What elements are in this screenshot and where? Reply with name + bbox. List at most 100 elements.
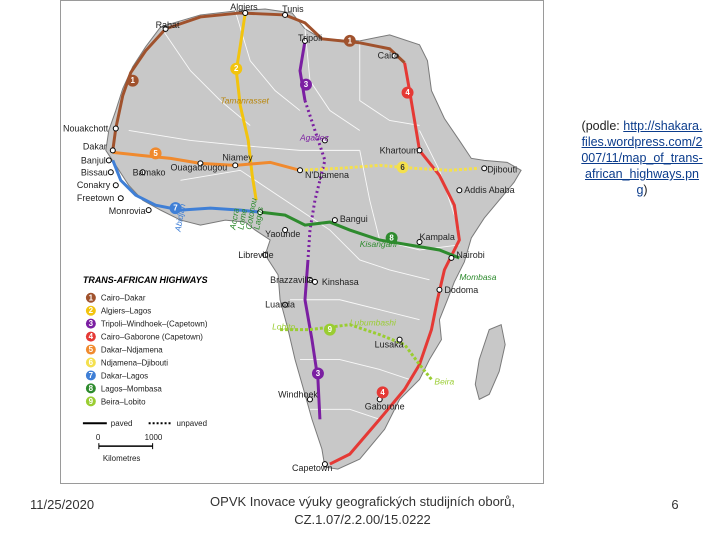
- legend-swatch-8: [85, 383, 96, 394]
- city-bamako: Bamako: [133, 167, 166, 177]
- scale-unit: Kilometres: [103, 454, 141, 463]
- route-number-markers: 1 1 2 3 3 4 4 5 6 7 8 9: [126, 34, 414, 399]
- city-khartoum: Khartoum: [380, 145, 419, 155]
- legend-label-1: Cairo–Dakar: [101, 294, 146, 303]
- city-rabat: Rabat: [156, 20, 180, 30]
- legend-number-7: 7: [89, 371, 94, 380]
- city-addis-ababa: Addis Ababa: [464, 185, 514, 195]
- hub-accra: Accra: [227, 207, 241, 231]
- footer-title-line1: OPVK Inovace výuky geografických studijn…: [210, 494, 515, 509]
- highway-8-route: [259, 210, 460, 260]
- legend-number-8: 8: [89, 384, 94, 393]
- legend-label-9: Beira–Lobito: [101, 397, 146, 406]
- footer-title: OPVK Inovace výuky geografických studijn…: [190, 493, 535, 529]
- city-lusaka: Lusaka: [375, 340, 404, 350]
- city-tripoli: Tripoli: [298, 33, 322, 43]
- city-monrovia: Monrovia: [109, 206, 146, 216]
- city-conakry: Conakry: [77, 180, 111, 190]
- legend-label-6: Ndjamena–Djibouti: [101, 358, 168, 367]
- source-suffix: ): [643, 183, 648, 197]
- hub-lobito: Lobito: [272, 322, 295, 332]
- city-djibouti: Djibouti: [487, 164, 517, 174]
- hub-tamanrasset: Tamanrasset: [220, 96, 269, 106]
- page-number: 6: [671, 497, 679, 512]
- marker-5: 5: [153, 149, 158, 158]
- madagascar: [474, 323, 506, 401]
- city-libreville: Libreville: [238, 250, 273, 260]
- highway-3-route-unpaved: [303, 100, 327, 261]
- legend-number-5: 5: [89, 345, 94, 354]
- highway-3-route-south: [303, 259, 322, 420]
- marker-4-a: 4: [405, 88, 410, 97]
- legend-label-2: Algiers–Lagos: [101, 307, 151, 316]
- legend-swatch-4: [85, 331, 96, 342]
- city-tunis: Tunis: [282, 4, 304, 14]
- hub-lome: Lome: [235, 208, 249, 231]
- legend-swatch-3: [85, 318, 96, 329]
- city-yaounde: Yaounde: [265, 229, 300, 239]
- hub-lagos: Lagos: [251, 205, 265, 230]
- marker-3-a: 3: [304, 80, 309, 89]
- source-citation: (podle: http://shakara.files.wordpress.c…: [580, 118, 704, 198]
- city-brazzaville: Brazzaville: [270, 275, 313, 285]
- legend-number-9: 9: [89, 397, 94, 406]
- hub-beira: Beira: [434, 376, 454, 386]
- scale-start: 0: [96, 433, 101, 442]
- africa-highway-map: Algiers Tunis Rabat Tripoli Cairo Nouakc…: [60, 0, 544, 484]
- city-algiers: Algiers: [230, 2, 258, 12]
- hub-lubumbashi: Lubumbashi: [350, 318, 397, 328]
- city-markers: Algiers Tunis Rabat Tripoli Cairo Nouakc…: [63, 2, 517, 473]
- marker-6: 6: [400, 163, 405, 172]
- legend-number-1: 1: [89, 293, 94, 302]
- footer-title-line2: CZ.1.07/2.2.00/15.0222: [294, 512, 431, 527]
- city-dakar: Dakar: [83, 141, 107, 151]
- city-dodoma: Dodoma: [444, 285, 478, 295]
- city-niamey: Niamey: [222, 152, 253, 162]
- marker-7: 7: [173, 204, 178, 213]
- legend-swatch-6: [85, 357, 96, 368]
- hub-mombasa: Mombasa: [459, 272, 496, 282]
- highway-2-route: [234, 12, 258, 201]
- city-cairo: Cairo: [378, 51, 399, 61]
- legend-number-4: 4: [89, 332, 94, 341]
- marker-1-b: 1: [130, 76, 135, 85]
- marker-4-b: 4: [380, 388, 385, 397]
- hub-agadez: Agadez: [299, 132, 329, 142]
- legend-label-7: Dakar–Lagos: [101, 371, 148, 380]
- highway-4-route: [329, 62, 461, 466]
- marker-2: 2: [234, 64, 239, 73]
- legend-label-4: Cairo–Gaborone (Capetown): [101, 333, 203, 342]
- legend-swatch-7: [85, 370, 96, 381]
- city-bangui: Bangui: [340, 214, 368, 224]
- legend-swatch-5: [85, 344, 96, 355]
- city-gaborone: Gaborone: [365, 401, 405, 411]
- city-ouagadougou: Ouagadougou: [171, 162, 228, 172]
- highway-7-route: [111, 159, 261, 214]
- legend-number-3: 3: [89, 319, 94, 328]
- source-prefix: (podle:: [581, 119, 620, 133]
- highway-9-route: [280, 323, 433, 381]
- city-windhoek: Windhoek: [278, 389, 318, 399]
- legend-label-8: Lagos–Mombasa: [101, 384, 163, 393]
- marker-1-a: 1: [348, 36, 353, 45]
- highway-3-route: [298, 40, 307, 101]
- scale-end: 1000: [145, 433, 163, 442]
- legend-paved-label: paved: [111, 419, 133, 428]
- city-banjul: Banjul: [81, 155, 106, 165]
- city-nouakchott: Nouakchott: [63, 123, 109, 133]
- legend-swatch-9: [85, 396, 96, 407]
- legend-number-6: 6: [89, 358, 94, 367]
- marker-3-b: 3: [316, 369, 321, 378]
- legend-label-5: Dakar–Ndjamena: [101, 346, 163, 355]
- marker-9: 9: [328, 325, 333, 334]
- legend-swatch-2: [85, 305, 96, 316]
- city-kampala: Kampala: [420, 232, 455, 242]
- footer-date: 11/25/2020: [30, 497, 95, 512]
- city-freetown: Freetown: [77, 193, 114, 203]
- africa-landmass: [105, 8, 522, 470]
- source-link[interactable]: http://shakara.files.wordpress.com/2007/…: [581, 119, 703, 197]
- map-legend: TRANS-AFRICAN HIGHWAYS 1 Cairo–Dakar 2 Algi…: [83, 275, 208, 463]
- marker-8: 8: [389, 234, 394, 243]
- legend-unpaved-label: unpaved: [177, 419, 208, 428]
- city-luanda: Luanda: [265, 300, 295, 310]
